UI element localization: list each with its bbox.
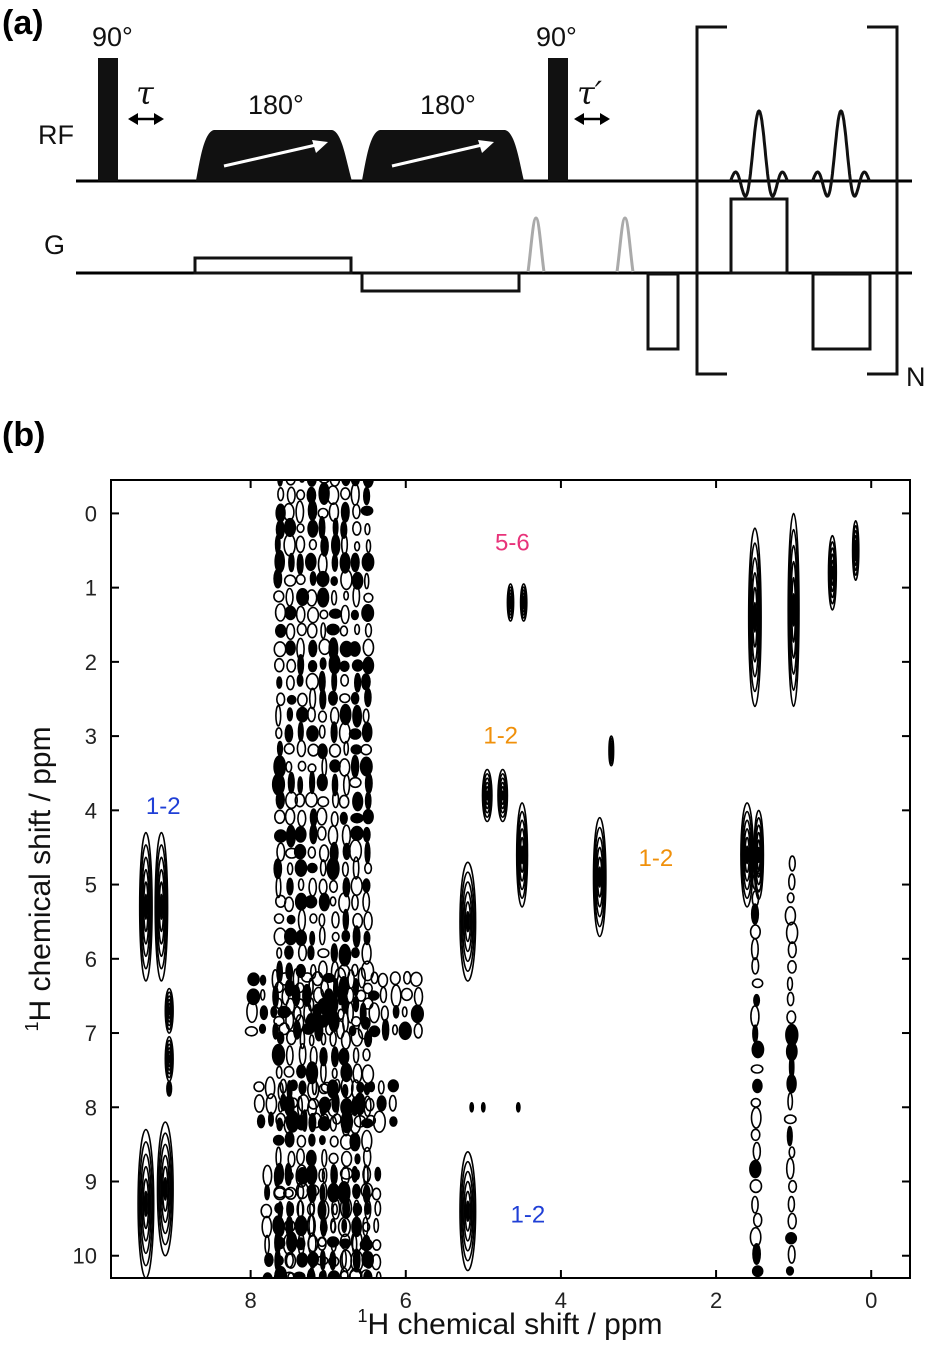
sweep-arrow-b <box>391 140 494 168</box>
sinc-pulse-a <box>729 109 789 198</box>
contour-plot-area <box>137 480 860 1278</box>
contour-peak-8 <box>459 1150 477 1272</box>
y-tick-label: 8 <box>85 1095 97 1120</box>
contour-peak-20 <box>787 512 800 708</box>
contour-peak-22 <box>851 519 860 581</box>
x-axis-ticks: 8 6 4 2 0 <box>245 480 877 1313</box>
chirp-label-a: 180° <box>248 90 304 120</box>
tau-prime-label: τ′ <box>577 74 603 112</box>
peak-annotation-orange: 1-2 <box>638 845 673 872</box>
contour-band-1 <box>244 966 425 1042</box>
contour-peak-1 <box>154 831 169 982</box>
contour-peak-10 <box>497 768 509 823</box>
readout-gradient-positive <box>729 197 789 275</box>
readout-gradient-negative <box>811 272 872 351</box>
contour-peak-12 <box>506 583 515 622</box>
y-tick-label: 7 <box>85 1021 97 1046</box>
hard-pulse-90-b <box>548 58 568 181</box>
contour-peak-6 <box>156 1121 174 1257</box>
contour-band-5 <box>783 855 799 1276</box>
contour-peak-0 <box>138 831 153 982</box>
g-label: G <box>44 230 65 260</box>
x-tick-label: 0 <box>865 1288 877 1313</box>
peak-annotation-orange: 1-2 <box>483 723 518 750</box>
gradient-lobe-positive <box>193 256 353 275</box>
y-tick-label: 10 <box>73 1244 97 1269</box>
crusher-gradient-a <box>526 216 546 273</box>
prephase-gradient <box>646 272 680 351</box>
contour-peak-13 <box>519 583 528 622</box>
contour-peak-15 <box>608 735 615 767</box>
tau-prime-arrow <box>574 113 610 125</box>
peak-annotation-blue: 1-2 <box>146 793 181 820</box>
peak-annotation-pink: 5-6 <box>495 530 530 557</box>
y-tick-label: 0 <box>85 501 97 526</box>
loop-count-label: N <box>906 362 926 392</box>
contour-peak-23 <box>740 802 755 908</box>
hard-pulse-90-a <box>98 58 118 181</box>
chirp-label-b: 180° <box>420 90 476 120</box>
contour-peak-9 <box>481 768 493 823</box>
pulse-90-label-b: 90° <box>536 22 577 52</box>
y-tick-label: 6 <box>85 947 97 972</box>
peak-annotation-blue: 1-2 <box>511 1201 546 1228</box>
pulse-sequence: RF G 90° τ 180° 180° 90° τ′ <box>38 22 926 392</box>
contour-peak-4 <box>166 1080 173 1097</box>
y-tick-label: 9 <box>85 1169 97 1194</box>
pulse-90-label-a: 90° <box>92 22 133 52</box>
contour-peak-18 <box>515 1102 521 1113</box>
sweep-arrow-a <box>223 140 328 168</box>
x-tick-label: 8 <box>245 1288 257 1313</box>
panel-a-label: (a) <box>2 4 44 42</box>
plot-frame <box>110 479 911 1279</box>
y-tick-label: 1 <box>85 576 97 601</box>
contour-peak-16 <box>469 1102 475 1113</box>
contour-peak-3 <box>164 1035 174 1083</box>
tau-arrow <box>128 113 164 125</box>
panel-b-label: (b) <box>2 416 45 454</box>
x-axis-title: 1H chemical shift / ppm <box>357 1306 662 1341</box>
contour-peak-2 <box>164 987 174 1034</box>
x-tick-label: 6 <box>400 1288 412 1313</box>
contour-peak-19 <box>747 527 762 708</box>
loop-bracket-right <box>867 25 899 376</box>
y-tick-label: 3 <box>85 724 97 749</box>
y-tick-label: 5 <box>85 873 97 898</box>
contour-peak-17 <box>480 1102 486 1113</box>
loop-bracket-left <box>695 25 727 376</box>
contour-peak-11 <box>515 802 529 908</box>
contour-peak-5 <box>137 1128 155 1278</box>
contour-peak-21 <box>827 534 838 611</box>
y-tick-label: 2 <box>85 650 97 675</box>
contour-band-4 <box>749 854 765 1278</box>
y-axis-title: 1H chemical shift / ppm <box>22 726 57 1031</box>
tau-label: τ <box>136 74 155 112</box>
y-tick-label: 4 <box>85 798 97 823</box>
contour-band-2 <box>253 1075 399 1134</box>
rf-label: RF <box>38 120 74 150</box>
gradient-lobe-negative <box>360 271 521 293</box>
contour-peak-14 <box>592 816 607 938</box>
contour-peak-7 <box>459 861 477 982</box>
sinc-pulse-b <box>811 109 871 198</box>
x-tick-label: 2 <box>710 1288 722 1313</box>
y-axis-ticks: 0 1 2 3 4 5 6 7 8 9 10 <box>73 501 910 1269</box>
crusher-gradient-b <box>615 216 635 273</box>
x-tick-label: 4 <box>555 1288 567 1313</box>
peak-annotations: 5-6 1-2 1-2 1-2 1-2 <box>146 530 673 1229</box>
